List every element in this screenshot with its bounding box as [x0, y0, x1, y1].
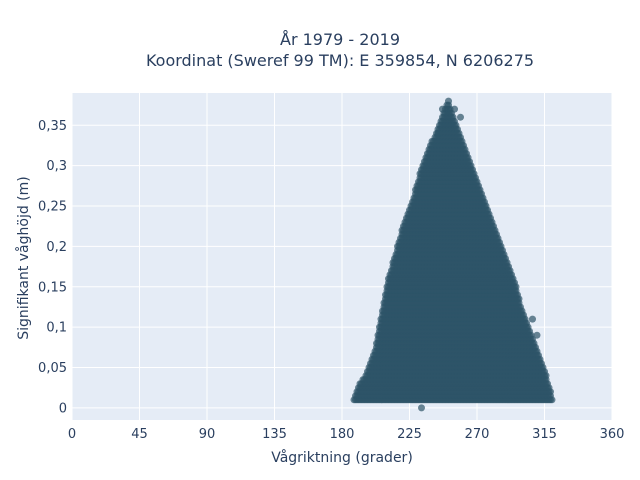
data-point	[515, 295, 523, 303]
data-point	[445, 97, 452, 105]
chart-title: År 1979 - 2019	[280, 30, 400, 49]
data-point	[512, 283, 520, 291]
data-points	[350, 97, 556, 412]
chart-subtitle: Koordinat (Sweref 99 TM): E 359854, N 62…	[146, 51, 534, 70]
